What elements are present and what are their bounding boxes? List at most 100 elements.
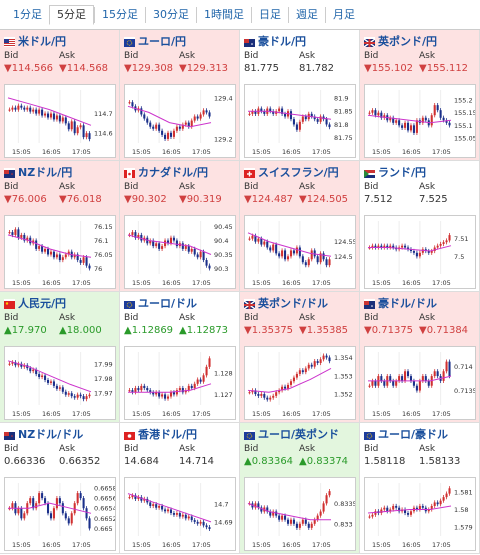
price-chart[interactable]: 76.15 76.1 76.05 76 15:05 16:05 17:05 xyxy=(4,215,116,289)
pair-name[interactable]: NZドル/ドル xyxy=(18,428,84,441)
candle xyxy=(325,259,328,266)
pair-name[interactable]: ユーロ/ドル xyxy=(138,297,198,310)
pair-name[interactable]: ランド/円 xyxy=(378,166,427,179)
candle xyxy=(149,390,152,393)
tab-6[interactable]: 週足 xyxy=(288,7,325,23)
pair-card[interactable]: 豪ドル/円 Bid Ask 81.775 81.782 81.9 81.85 81.8 81.7… xyxy=(240,30,360,161)
candle xyxy=(64,117,67,124)
pair-name[interactable]: ユーロ/豪ドル xyxy=(378,428,449,441)
tab-1[interactable]: 5分足 xyxy=(49,5,94,25)
tab-4[interactable]: 1時間足 xyxy=(196,7,251,23)
pair-name[interactable]: 英ポンド/ドル xyxy=(258,297,329,310)
tab-7[interactable]: 月足 xyxy=(325,7,362,23)
bid-value: 81.775 xyxy=(244,63,279,74)
price-chart[interactable]: 114.7 114.6 15:05 16:05 17:05 xyxy=(4,84,116,158)
pair-card[interactable]: 香港ドル/円 Bid Ask 14.684 14.714 14.7 14.69 15:05 16… xyxy=(120,423,240,554)
pair-title[interactable]: ユーロ/豪ドル xyxy=(364,426,475,442)
price-chart[interactable]: 124.55 124.5 15:05 16:05 17:05 xyxy=(244,215,356,289)
pair-card[interactable]: スイスフラン/円 Bid Ask ▼124.487 ▼124.505 124.55 124.… xyxy=(240,161,360,292)
candle xyxy=(286,256,290,260)
price-chart[interactable]: 1.128 1.127 15:05 16:05 17:05 xyxy=(124,346,236,420)
pair-card[interactable]: 英ポンド/ドル Bid Ask ▼1.35375 ▼1.35385 1.354 1.353 1… xyxy=(240,292,360,423)
candle xyxy=(67,518,70,524)
pair-name[interactable]: 香港ドル/円 xyxy=(138,428,198,441)
tab-5[interactable]: 日足 xyxy=(251,7,288,23)
ask-value: ▼0.71384 xyxy=(419,325,469,336)
price-chart[interactable]: 81.9 81.85 81.8 81.75 15:05 16:05 17:05 xyxy=(244,84,356,158)
bid-label: Bid xyxy=(4,51,19,61)
pair-title[interactable]: 人民元/円 xyxy=(4,295,115,311)
pair-name[interactable]: 英ポンド/円 xyxy=(378,35,438,48)
pair-name[interactable]: スイスフラン/円 xyxy=(258,166,339,179)
price-chart[interactable]: 14.7 14.69 15:05 16:05 17:05 xyxy=(124,477,236,551)
price-chart[interactable]: 0.8335 0.833 15:05 16:05 17:05 xyxy=(244,477,356,551)
price-chart[interactable]: 1.581 1.58 1.579 15:05 16:05 17:05 xyxy=(364,477,476,551)
pair-name[interactable]: カナダドル/円 xyxy=(138,166,209,179)
candle xyxy=(143,498,146,501)
pair-card[interactable]: ユーロ/ドル Bid Ask ▲1.12869 ▲1.12873 1.128 1.127 15… xyxy=(120,292,240,423)
pair-name[interactable]: 豪ドル/ドル xyxy=(378,297,438,310)
pair-card[interactable]: 豪ドル/ドル Bid Ask ▼0.71375 ▼0.71384 0.714 0.7135 1… xyxy=(360,292,480,423)
pair-card[interactable]: NZドル/ドル Bid Ask 0.66336 0.66352 0.6658 0.6656 0… xyxy=(0,423,120,554)
pair-card[interactable]: 人民元/円 Bid Ask ▲17.970 ▲18.000 17.99 17.98 17.97… xyxy=(0,292,120,423)
candle xyxy=(380,245,383,248)
tab-2[interactable]: 15分足 xyxy=(94,7,145,23)
price-chart[interactable]: 17.99 17.98 17.97 15:05 16:05 17:05 xyxy=(4,346,116,420)
pair-title[interactable]: 英ポンド/円 xyxy=(363,33,475,49)
pair-title[interactable]: ユーロ/円 xyxy=(124,33,235,49)
candle xyxy=(70,393,73,397)
candle xyxy=(196,116,199,119)
pair-card[interactable]: ユーロ/英ポンド Bid Ask ▲0.83364 ▲0.83374 0.8335 0.83… xyxy=(240,423,360,554)
bid-ask-values: ▼1.35375 ▼1.35385 xyxy=(244,324,355,337)
bid-label: Bid xyxy=(244,444,259,454)
pair-title[interactable]: カナダドル/円 xyxy=(124,164,235,180)
candle xyxy=(190,385,193,389)
price-chart[interactable]: 0.714 0.7135 15:05 16:05 17:05 xyxy=(364,346,476,420)
price-chart[interactable]: 7.51 7.5 15:05 16:05 17:05 xyxy=(364,215,476,289)
pair-title[interactable]: 豪ドル/ドル xyxy=(364,295,475,311)
pair-title[interactable]: NZドル/ドル xyxy=(4,426,115,442)
pair-card[interactable]: ユーロ/円 Bid Ask ▼129.308 ▼129.313 129.4 129.2 15:… xyxy=(120,30,240,161)
price-chart[interactable]: 155.2 155.15 155.1 155.05 15:05 16:05 17:05 xyxy=(364,84,476,158)
pair-name[interactable]: 米ドル/円 xyxy=(18,35,67,48)
pair-title[interactable]: ユーロ/ドル xyxy=(124,295,235,311)
candle xyxy=(254,111,257,114)
x-tick-label: 17:05 xyxy=(312,148,331,156)
pair-card[interactable]: ユーロ/豪ドル Bid Ask 1.58118 1.58133 1.581 1.58 1.57… xyxy=(360,423,480,554)
pair-title[interactable]: 豪ドル/円 xyxy=(244,33,355,49)
candle xyxy=(406,513,410,515)
candle xyxy=(137,234,140,238)
pair-title[interactable]: 英ポンド/ドル xyxy=(243,295,355,311)
pair-title[interactable]: スイスフラン/円 xyxy=(244,164,355,180)
pair-card[interactable]: 米ドル/円 Bid Ask ▼114.566 ▼114.568 114.7 114.6 15:… xyxy=(0,30,120,161)
price-chart[interactable]: 129.4 129.2 15:05 16:05 17:05 xyxy=(124,84,236,158)
pair-card[interactable]: 英ポンド/円 Bid Ask ▼155.102 ▼155.112 155.2 155.15 1… xyxy=(360,30,480,161)
pair-title[interactable]: ユーロ/英ポンド xyxy=(244,426,355,442)
tab-0[interactable]: 1分足 xyxy=(13,8,42,21)
moving-average-line xyxy=(127,105,212,128)
pair-name[interactable]: 人民元/円 xyxy=(18,297,67,310)
pair-name[interactable]: NZドル/円 xyxy=(18,166,73,179)
candle xyxy=(322,253,325,260)
pair-name[interactable]: ユーロ/円 xyxy=(138,35,187,48)
price-chart[interactable]: 1.354 1.353 1.352 15:05 16:05 17:05 xyxy=(244,346,356,420)
price-chart[interactable]: 90.45 90.4 90.35 90.3 15:05 16:05 17:05 xyxy=(124,215,236,289)
pair-title[interactable]: 香港ドル/円 xyxy=(124,426,235,442)
y-tick-label: 1.128 xyxy=(214,370,233,378)
pair-card[interactable]: カナダドル/円 Bid Ask ▼90.302 ▼90.319 90.45 90.4 90.3… xyxy=(120,161,240,292)
pair-title[interactable]: NZドル/円 xyxy=(4,164,115,180)
y-tick-label: 81.85 xyxy=(334,108,353,116)
ask-value: 0.66352 xyxy=(59,456,101,467)
candle xyxy=(52,381,55,386)
pair-name[interactable]: ユーロ/英ポンド xyxy=(258,428,340,441)
candle xyxy=(11,503,14,509)
price-chart[interactable]: 0.6658 0.6656 0.6654 0.6652 0.665 15:05 16:05 1… xyxy=(4,477,116,551)
pair-card[interactable]: ランド/円 Bid Ask 7.512 7.525 7.51 7.5 15:05 16:05 17… xyxy=(360,161,480,292)
pair-card[interactable]: NZドル/円 Bid Ask ▼76.006 ▼76.018 76.15 76.1 76.05… xyxy=(0,161,120,292)
bid-label: Bid xyxy=(364,51,379,61)
pair-title[interactable]: 米ドル/円 xyxy=(4,33,115,49)
pair-title[interactable]: ランド/円 xyxy=(364,164,475,180)
tab-3[interactable]: 30分足 xyxy=(145,7,196,23)
pair-name[interactable]: 豪ドル/円 xyxy=(258,35,307,48)
candle xyxy=(284,250,287,260)
